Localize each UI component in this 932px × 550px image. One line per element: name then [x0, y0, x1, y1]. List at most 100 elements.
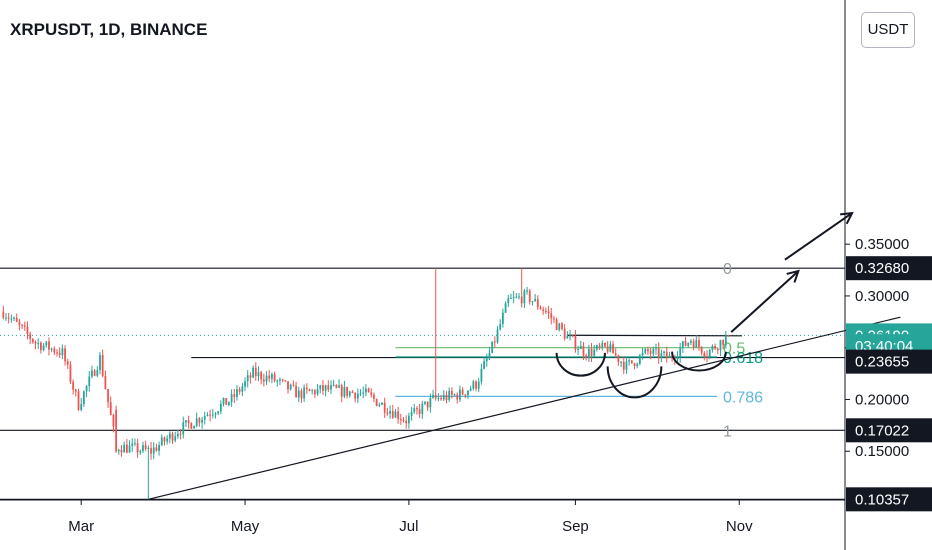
candle-body: [330, 385, 332, 390]
candle-body: [558, 323, 561, 330]
candle-body: [168, 433, 171, 439]
candle-body: [236, 389, 238, 398]
y-tick-label: 0.30000: [855, 288, 909, 305]
candle-body: [93, 370, 96, 376]
candle-body: [714, 346, 716, 349]
candle-body: [190, 423, 193, 429]
candle-body: [614, 353, 617, 356]
candle-body: [539, 307, 542, 310]
candle-body: [461, 389, 464, 395]
candle-body: [166, 438, 169, 442]
candle-body: [676, 357, 679, 360]
candle-body: [687, 342, 690, 346]
candle-body: [238, 389, 241, 392]
candle-body: [31, 338, 34, 343]
price-tag-label: 0.17022: [855, 422, 909, 439]
candle-body: [281, 379, 284, 381]
candle-body: [472, 381, 475, 389]
candle-body: [131, 443, 134, 446]
arrow-line: [784, 212, 853, 261]
candle-body: [125, 444, 128, 453]
candle-body: [582, 345, 585, 356]
candle-body: [206, 414, 209, 416]
candle-body: [343, 386, 346, 397]
candle-body: [469, 388, 472, 391]
candle-body: [176, 433, 179, 437]
candle-body: [681, 341, 684, 349]
candle-body: [612, 344, 614, 354]
x-tick-label: Jul: [399, 518, 418, 535]
candle-body: [531, 301, 534, 303]
x-tick-label: Mar: [68, 518, 94, 535]
candle-body: [120, 449, 123, 453]
candle-body: [365, 388, 367, 393]
candle-body: [394, 411, 397, 418]
price-tag: [846, 349, 932, 374]
price-tag-label: 0.10357: [855, 491, 909, 508]
candle-body: [609, 344, 612, 352]
candle-body: [587, 348, 590, 359]
candle-body: [53, 348, 56, 353]
candle-body: [593, 349, 596, 356]
candle-body: [327, 385, 330, 390]
candle-body: [2, 311, 5, 318]
candle-body: [437, 397, 440, 399]
candle-body: [625, 361, 628, 370]
candle-body: [249, 375, 252, 378]
candle-body: [134, 443, 136, 445]
candle-body: [152, 447, 155, 454]
candle-body: [507, 298, 510, 304]
candle-body: [426, 401, 429, 408]
candle-body: [708, 349, 711, 357]
candle-body: [214, 413, 217, 415]
currency-button[interactable]: USDT: [861, 12, 915, 48]
neckline: [567, 334, 742, 337]
candle-body: [606, 346, 609, 352]
candle-body: [257, 372, 260, 377]
candle-body: [515, 296, 518, 298]
candle-body: [596, 345, 598, 350]
candle-body: [475, 381, 477, 389]
candle-body: [644, 349, 647, 353]
candle-body: [354, 392, 357, 399]
candle-body: [96, 370, 99, 376]
candle-body: [421, 403, 424, 415]
candle-body: [547, 311, 550, 314]
candle-body: [638, 355, 641, 364]
candle-body: [362, 392, 365, 394]
candle-body: [480, 368, 483, 382]
candle-body: [203, 415, 206, 420]
candle-body: [647, 349, 649, 352]
candle-body: [338, 385, 340, 388]
cup-annotation: [555, 352, 606, 377]
candle-body: [440, 397, 443, 400]
candle-body: [292, 384, 295, 386]
candle-body: [61, 348, 64, 356]
candle-body: [652, 349, 655, 354]
candle-body: [397, 411, 400, 420]
candle-body: [91, 370, 93, 377]
candle-body: [695, 340, 698, 348]
candle-body: [542, 309, 545, 311]
candle-body: [88, 376, 91, 387]
candle-body: [601, 342, 604, 348]
candle-body: [448, 390, 451, 400]
candle-body: [15, 317, 18, 322]
candle-body: [303, 387, 306, 399]
price-tag: [846, 487, 932, 512]
candle-body: [300, 390, 303, 399]
candle-body: [370, 392, 373, 395]
candle-body: [555, 319, 558, 330]
candle-body: [74, 389, 77, 392]
candle-body: [18, 321, 21, 325]
candle-body: [571, 335, 574, 337]
candle-body: [85, 386, 88, 392]
candle-body: [459, 389, 461, 400]
candle-body: [429, 397, 432, 408]
candle-body: [367, 388, 370, 393]
candle-body: [501, 312, 504, 324]
candle-body: [528, 290, 531, 302]
trendline: [148, 316, 901, 500]
